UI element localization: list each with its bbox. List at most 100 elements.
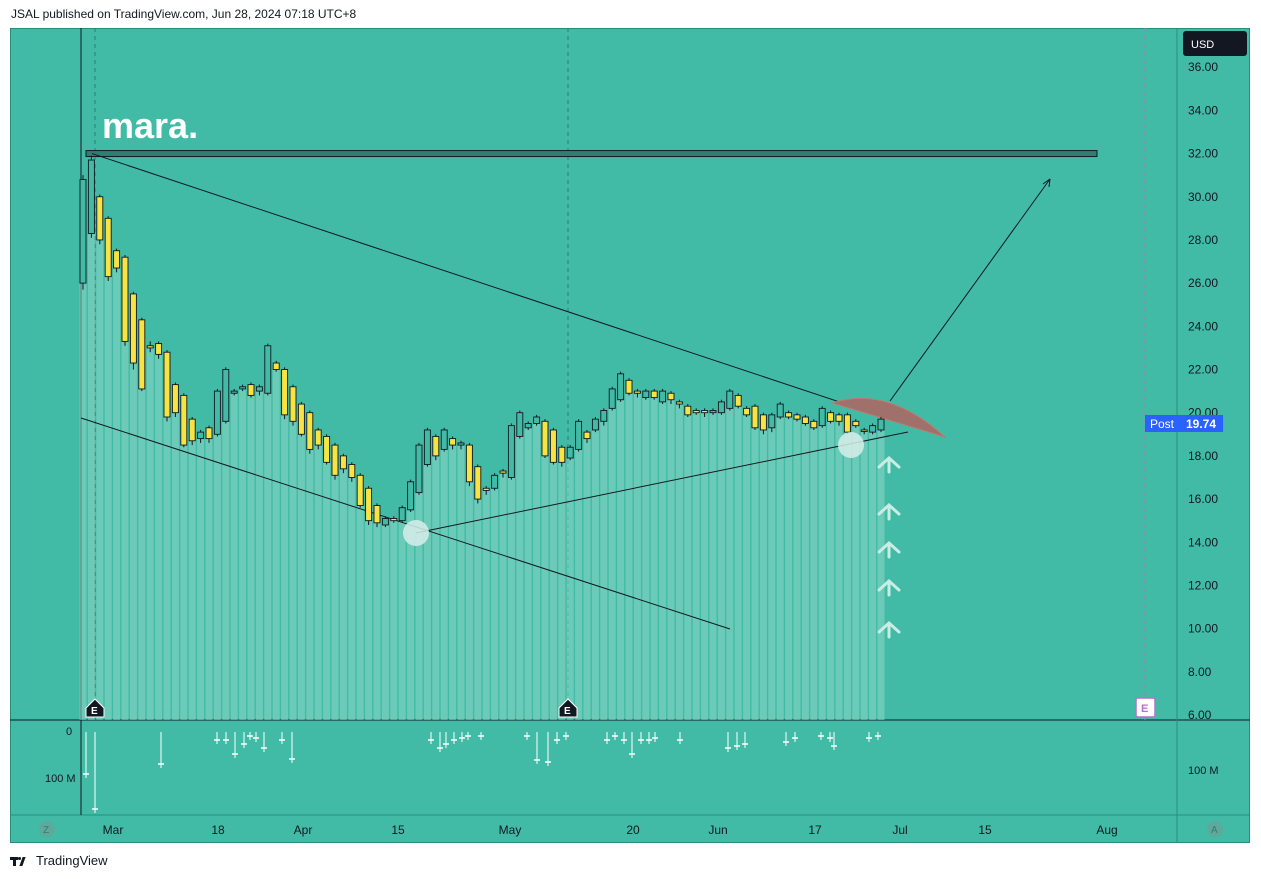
area-column — [869, 432, 877, 720]
descending-trendline[interactable] — [91, 153, 946, 438]
candle-body — [449, 438, 457, 446]
candle-body — [457, 442, 465, 446]
candle-body — [877, 418, 885, 431]
candle-body — [87, 159, 95, 234]
log-scale-label: Z — [43, 825, 49, 836]
lower-channel-line[interactable] — [80, 417, 731, 630]
price-tick-label: 8.00 — [1188, 665, 1212, 679]
time-tick-label: May — [499, 823, 522, 837]
candle-body — [407, 481, 415, 511]
area-column — [852, 425, 860, 720]
log-scale-button[interactable]: Z — [39, 821, 55, 837]
price-tick-label: 10.00 — [1188, 622, 1218, 636]
candle-body — [591, 418, 599, 431]
chart-frame: 0 100 M 100 M 36.00 34.00 32.00 30.00 28.00 26.… — [10, 28, 1250, 843]
area-column — [457, 445, 465, 720]
area-column — [188, 440, 196, 720]
candle-body — [222, 369, 230, 422]
area-column — [79, 283, 87, 720]
up-arrow-icon[interactable] — [877, 620, 901, 639]
candle-body — [465, 444, 473, 483]
candle-body — [734, 394, 742, 407]
candle-body — [642, 390, 650, 399]
candle-body — [659, 390, 667, 403]
area-column — [776, 417, 784, 720]
candle-body — [339, 455, 347, 470]
area-column — [381, 524, 389, 720]
area-column — [759, 429, 767, 720]
area-column — [650, 397, 658, 720]
future-earnings-marker-label: E — [1141, 703, 1148, 715]
area-column — [255, 391, 263, 720]
candle-body — [281, 369, 289, 416]
candle-body — [390, 518, 398, 522]
candle-body — [684, 405, 692, 416]
area-column — [810, 427, 818, 720]
area-column — [675, 404, 683, 720]
area-column — [768, 427, 776, 720]
area-column — [104, 276, 112, 720]
currency-label: USD — [1191, 39, 1214, 51]
price-tick-label: 18.00 — [1188, 449, 1218, 463]
candle-body — [751, 405, 759, 429]
candle-body — [726, 390, 734, 409]
up-arrow-icon[interactable] — [877, 578, 901, 597]
drawing-tools — [80, 150, 1098, 630]
published-by-line: JSAL published on TradingView.com, Jun 2… — [11, 7, 357, 21]
candle-body — [524, 423, 532, 429]
candle-body — [415, 444, 423, 494]
candle-body — [801, 416, 809, 424]
ascending-support-line[interactable] — [415, 431, 909, 534]
area-column — [339, 468, 347, 720]
earnings-marker[interactable]: E — [85, 698, 105, 718]
currency-button[interactable]: USD — [1183, 31, 1247, 56]
auto-scale-button[interactable]: A — [1207, 821, 1223, 837]
resistance-zone-rectangle[interactable] — [85, 150, 1098, 158]
candle-body — [869, 425, 877, 433]
volume-100m-label: 100 M — [45, 773, 76, 785]
tradingview-logo-icon — [10, 855, 30, 867]
candle-body — [743, 407, 751, 416]
candle-body — [104, 217, 112, 278]
candle-body — [625, 379, 633, 394]
area-column — [96, 239, 104, 720]
candle-body — [474, 466, 482, 500]
price-tick-label: 34.00 — [1188, 103, 1218, 117]
up-arrow-icon[interactable] — [877, 502, 901, 521]
area-column — [843, 432, 851, 720]
time-tick-label: Jul — [892, 823, 907, 837]
current-low-circle-marker[interactable] — [838, 432, 864, 458]
candle-body — [608, 388, 616, 409]
price-tick-label: 32.00 — [1188, 147, 1218, 161]
up-arrow-icon[interactable] — [877, 455, 901, 474]
candle-body — [759, 414, 767, 431]
candle-body — [121, 256, 129, 342]
candle-body — [289, 386, 297, 422]
candle-body — [541, 420, 549, 457]
candle-body — [860, 429, 868, 432]
candle-body — [709, 410, 717, 414]
candle-body — [583, 431, 591, 440]
area-column — [835, 421, 843, 720]
chart-svg[interactable]: 0 100 M 100 M 36.00 34.00 32.00 30.00 28.00 26.… — [10, 28, 1250, 843]
area-column — [365, 520, 373, 720]
up-arrow-icon[interactable] — [877, 540, 901, 559]
swing-low-circle-marker[interactable] — [403, 520, 429, 546]
breakout-arc-shape[interactable] — [830, 397, 946, 438]
candle-body — [835, 414, 843, 422]
symbol-label: mara. — [102, 105, 198, 146]
area-column — [213, 434, 221, 720]
price-tick-label: 26.00 — [1188, 276, 1218, 290]
last-price-text: 19.74 — [1186, 417, 1216, 431]
projection-arrow-line[interactable] — [889, 178, 1051, 402]
area-column — [297, 434, 305, 720]
candle-body — [549, 429, 557, 463]
earnings-marker[interactable]: E — [558, 698, 578, 718]
future-earnings-marker[interactable]: E — [1135, 697, 1156, 718]
candle-body — [785, 412, 793, 418]
candle-body — [213, 390, 221, 435]
candle-body — [667, 392, 675, 401]
candle-body — [230, 390, 238, 394]
footer-brand[interactable]: TradingView — [10, 853, 108, 868]
area-column — [575, 449, 583, 720]
